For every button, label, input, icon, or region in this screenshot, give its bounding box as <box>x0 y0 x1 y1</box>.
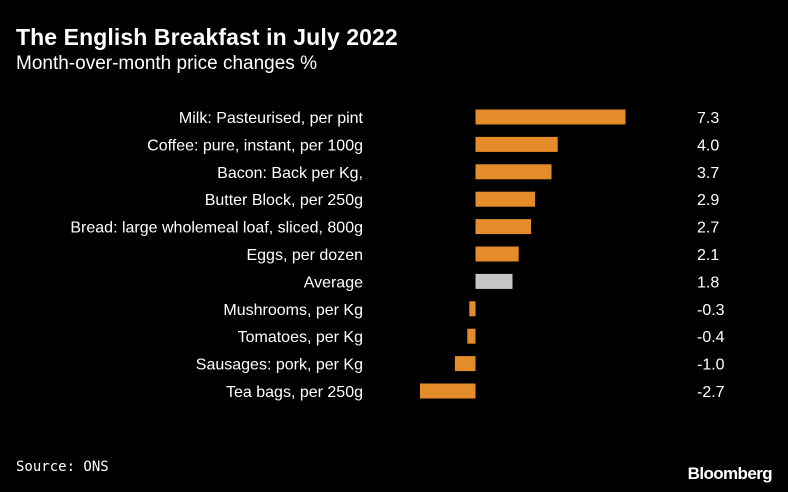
bar-01 <box>475 136 558 152</box>
category-label-10: Tea bags, per 250g <box>226 384 363 401</box>
bar-05 <box>475 246 519 262</box>
value-label-09: -1.0 <box>697 357 725 374</box>
bloomberg-logo: Bloomberg <box>687 464 773 483</box>
category-label-01: Coffee: pure, instant, per 100g <box>147 137 363 154</box>
value-label-03: 2.9 <box>697 192 719 209</box>
category-label-05: Eggs, per dozen <box>246 247 363 264</box>
category-label-04: Bread: large wholemeal loaf, sliced, 800… <box>70 220 363 237</box>
value-label-07: -0.3 <box>697 302 725 319</box>
bar-10 <box>420 383 476 399</box>
bar-00 <box>475 109 626 125</box>
bar-02 <box>475 164 552 180</box>
value-label-04: 2.7 <box>697 220 719 237</box>
value-label-01: 4.0 <box>697 137 719 154</box>
chart-subtitle: Month-over-month price changes % <box>16 53 317 74</box>
category-label-03: Butter Block, per 250g <box>205 192 363 209</box>
value-label-08: -0.4 <box>697 329 725 346</box>
category-label-06: Average <box>304 274 363 291</box>
bar-06 <box>475 273 513 289</box>
bar-07 <box>469 301 476 317</box>
value-label-02: 3.7 <box>697 165 719 182</box>
bar-03 <box>475 191 536 207</box>
bar-08 <box>467 328 476 344</box>
category-label-07: Mushrooms, per Kg <box>223 302 363 319</box>
value-label-06: 1.8 <box>697 274 719 291</box>
chart-title: The English Breakfast in July 2022 <box>16 24 398 50</box>
category-label-00: Milk: Pasteurised, per pint <box>179 110 364 127</box>
category-label-08: Tomatoes, per Kg <box>238 329 363 346</box>
category-label-09: Sausages: pork, per Kg <box>196 357 363 374</box>
source-note: Source: ONS <box>16 459 109 475</box>
value-label-00: 7.3 <box>697 110 719 127</box>
category-label-02: Bacon: Back per Kg, <box>217 165 363 182</box>
value-label-05: 2.1 <box>697 247 719 264</box>
bar-04 <box>475 219 531 235</box>
value-label-10: -2.7 <box>697 384 725 401</box>
bar-09 <box>454 356 476 372</box>
